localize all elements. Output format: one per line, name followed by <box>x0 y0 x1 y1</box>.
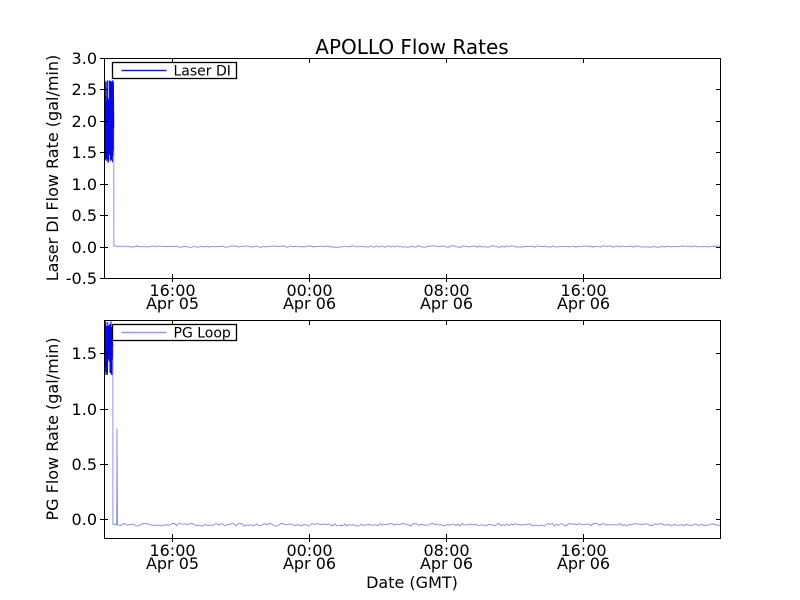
y-tick-label: 0.0 <box>72 238 97 257</box>
legend-box <box>111 323 238 342</box>
x-tick-time-label: 16:00 <box>149 281 195 300</box>
x-tick-date-label: Apr 06 <box>557 294 610 313</box>
legend-box <box>111 61 238 80</box>
y-tick-label: -0.5 <box>66 269 97 288</box>
burst-trace <box>104 321 114 376</box>
x-tick-date-label: Apr 05 <box>146 554 199 573</box>
x-axis-label: Date (GMT) <box>366 573 458 592</box>
chart-title: APOLLO Flow Rates <box>315 35 509 59</box>
x-tick-time-label: 00:00 <box>286 281 332 300</box>
y-tick-label: 0.5 <box>72 206 97 225</box>
y-tick-label: 2.0 <box>72 112 97 131</box>
y-tick-label: 1.0 <box>72 400 97 419</box>
x-tick-date-label: Apr 06 <box>283 554 336 573</box>
x-tick-time-label: 08:00 <box>423 281 469 300</box>
x-tick-time-label: 16:00 <box>149 541 195 560</box>
x-tick-time-label: 16:00 <box>560 281 606 300</box>
y-tick-label: 3.0 <box>72 49 97 68</box>
x-tick-time-label: 16:00 <box>560 541 606 560</box>
series-laser-di <box>104 80 720 248</box>
plot-frame <box>104 58 721 279</box>
y-tick-label: 2.5 <box>72 80 97 99</box>
x-tick-time-label: 00:00 <box>286 541 332 560</box>
plot-frame <box>104 320 721 539</box>
y-tick-label: 1.5 <box>72 143 97 162</box>
x-tick-date-label: Apr 06 <box>420 554 473 573</box>
series-pg-loop <box>104 321 720 527</box>
x-tick-date-label: Apr 05 <box>146 294 199 313</box>
x-tick-date-label: Apr 06 <box>557 554 610 573</box>
x-tick-date-label: Apr 06 <box>283 294 336 313</box>
y-tick-label: 0.0 <box>72 510 97 529</box>
x-tick-time-label: 08:00 <box>423 541 469 560</box>
flat-trace <box>112 343 720 527</box>
burst-trace <box>104 80 115 163</box>
y-tick-label: 1.5 <box>72 344 97 363</box>
y-tick-label: 1.0 <box>72 175 97 194</box>
legend-label: Laser DI <box>174 64 231 80</box>
x-tick-date-label: Apr 06 <box>420 294 473 313</box>
flat-trace <box>113 127 720 248</box>
y-tick-label: 0.5 <box>72 455 97 474</box>
legend-label: PG Loop <box>174 326 231 342</box>
